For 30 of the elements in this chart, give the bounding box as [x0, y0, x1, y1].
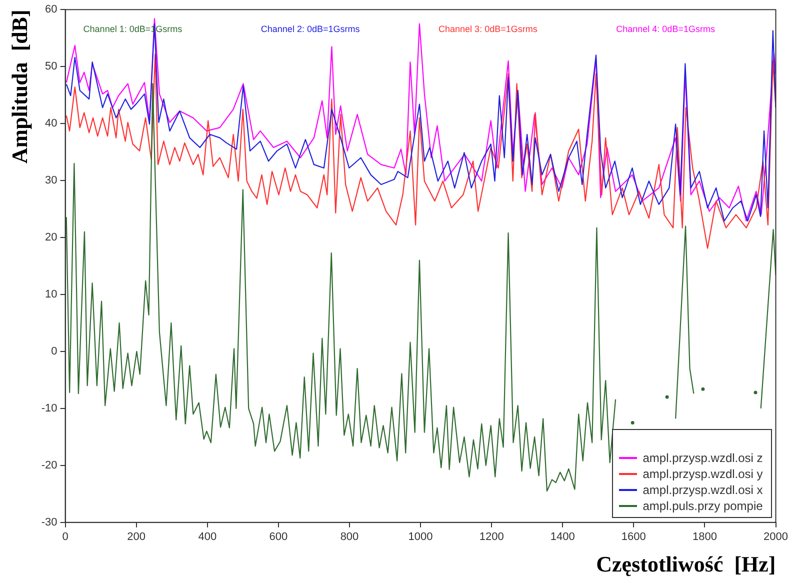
y-tick-label: 0: [51, 346, 58, 358]
x-tick-label: 0: [62, 531, 68, 544]
y-tick-label: -30: [41, 516, 58, 528]
x-tick-label: 200: [127, 531, 146, 544]
y-tick-label: 40: [45, 118, 58, 130]
x-axis-title: Częstotliwość [Hz]: [596, 551, 776, 576]
x-tick-label: 2000: [764, 531, 788, 544]
y-tick-label: 10: [45, 288, 58, 301]
annotation: Channel 4: 0dB=1Gsrms: [616, 24, 716, 34]
x-tick-label: 1800: [692, 531, 717, 544]
legend-label: ampl.przysp.wzdl.osi x: [642, 483, 763, 498]
x-tick-label: 800: [340, 531, 359, 544]
x-tick-label: 1000: [408, 531, 433, 544]
x-tick-label: 1600: [621, 531, 646, 544]
y-tick-label: 20: [45, 232, 58, 244]
legend-label: ampl.puls.przy pompie: [642, 499, 763, 514]
y-tick-label: -20: [41, 459, 58, 472]
y-tick-label: 30: [45, 174, 58, 187]
x-tick-label: 400: [198, 531, 217, 544]
annotation: Channel 2: 0dB=1Gsrms: [260, 24, 360, 34]
x-tick-label: 1200: [479, 531, 504, 544]
legend-label: ampl.przysp.wzdl.osi y: [642, 467, 763, 482]
x-tick-label: 1400: [550, 531, 575, 544]
y-tick-label: 50: [45, 60, 58, 73]
y-tick-label: -10: [41, 402, 58, 414]
x-tick-label: 600: [269, 531, 288, 544]
annotation: Channel 3: 0dB=1Gsrms: [438, 24, 538, 34]
legend-label: ampl.przysp.wzdl.osi z: [642, 451, 763, 466]
y-axis-title: Amplituda [dB]: [6, 10, 32, 164]
y-tick-label: 60: [45, 4, 58, 16]
